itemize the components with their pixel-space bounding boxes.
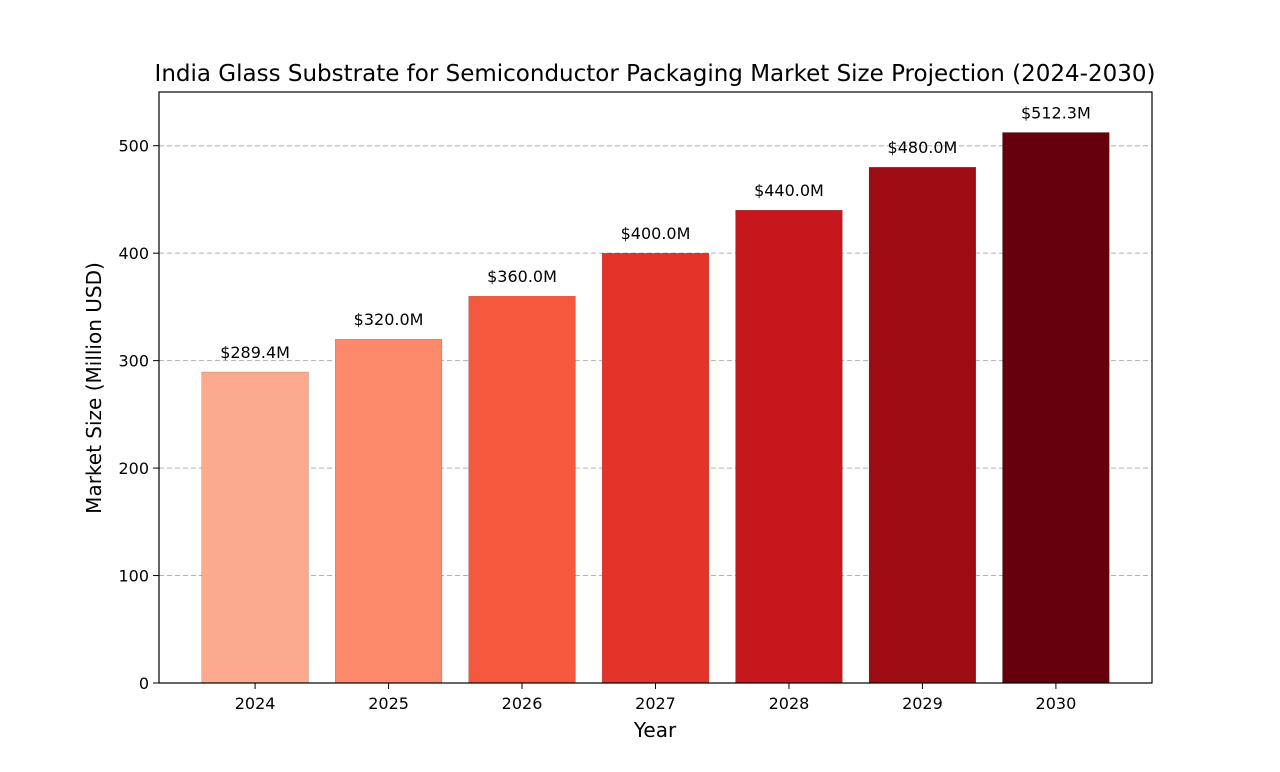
y-axis-ticks: 0 100 200 300 400 500 (118, 137, 159, 693)
y-tick-label: 0 (139, 674, 149, 693)
x-tick-label: 2026 (502, 694, 543, 713)
bar-2026 (468, 295, 576, 684)
bar-value-label: $360.0M (487, 267, 557, 286)
chart-title: India Glass Substrate for Semiconductor … (155, 61, 1156, 87)
x-tick-label: 2028 (769, 694, 810, 713)
y-tick-label: 500 (118, 137, 149, 156)
x-tick-label: 2025 (368, 694, 409, 713)
bar-2029 (868, 167, 977, 684)
bar-2028 (735, 209, 843, 684)
bar-value-label: $512.3M (1021, 104, 1091, 123)
y-axis-label: Market Size (Million USD) (82, 262, 106, 514)
x-tick-label: 2027 (635, 694, 676, 713)
bar-value-labels: $289.4M $320.0M $360.0M $400.0M $440.0M $480.… (220, 104, 1091, 363)
bar-value-label: $320.0M (354, 310, 424, 329)
bar-value-label: $289.4M (220, 343, 290, 362)
bar-2027 (601, 252, 710, 684)
bars (201, 132, 1110, 684)
y-tick-label: 300 (118, 352, 149, 371)
x-tick-label: 2029 (902, 694, 943, 713)
x-tick-label: 2030 (1036, 694, 1077, 713)
y-tick-label: 100 (118, 567, 149, 586)
bar-value-label: $400.0M (621, 224, 691, 243)
bar-2025 (334, 338, 443, 684)
y-tick-label: 400 (118, 244, 149, 263)
bar-2030 (1002, 132, 1110, 684)
x-axis-label: Year (633, 718, 677, 742)
bar-value-label: $480.0M (888, 138, 958, 157)
bar-2024 (201, 371, 309, 684)
y-tick-label: 200 (118, 459, 149, 478)
x-tick-label: 2024 (235, 694, 276, 713)
bar-value-label: $440.0M (754, 181, 824, 200)
x-axis-ticks: 2024 2025 2026 2027 2028 2029 2030 (235, 683, 1077, 713)
